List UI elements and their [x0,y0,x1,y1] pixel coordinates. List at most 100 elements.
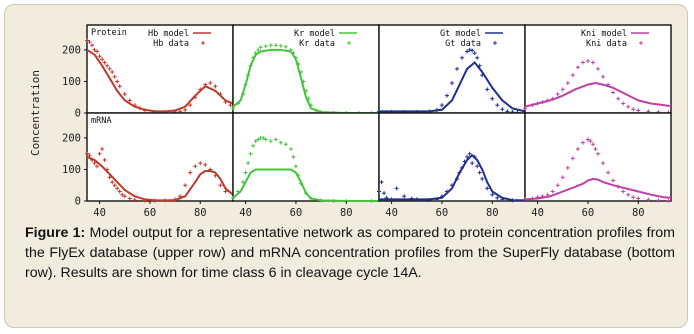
model-line [232,168,379,202]
data-point [472,154,477,159]
data-point [92,47,97,52]
panel-mrna-2 [231,112,380,203]
data-point [228,103,233,108]
data-point [472,51,477,56]
data-point [107,66,112,71]
data-point [218,183,223,188]
data-point [540,194,545,199]
x-tick-label: 60 [436,207,449,217]
data-point [178,194,183,199]
legend-data-swatch [639,41,643,45]
data-point [273,137,278,142]
legend-model-label: Kr model [294,29,335,39]
data-point [450,183,454,188]
data-point [231,195,235,200]
data-point [444,93,449,98]
data-point [475,164,480,169]
data-point [110,70,115,74]
data-point [283,44,288,49]
data-point [102,60,107,65]
data-point [117,84,122,89]
data-point [102,158,107,162]
data-point [256,47,261,52]
data-point [601,161,606,166]
data-point [183,107,188,112]
y-tick-label: 200 [62,132,81,144]
data-point [120,192,125,197]
panel-frame [86,112,234,202]
data-point [485,87,490,92]
data-point [283,142,288,147]
x-tick-label: 80 [340,207,353,217]
data-point [100,146,105,151]
data-point [188,103,193,108]
data-point [203,162,208,167]
data-point [616,96,621,101]
data-point [115,186,120,191]
data-point [87,40,92,45]
data-point [163,198,168,203]
data-point [606,82,611,87]
data-point [263,137,268,142]
caption-label: Figure 1: [25,225,86,241]
data-point [87,153,92,158]
data-point [92,161,97,166]
data-point [268,139,273,144]
model-line [524,177,672,201]
data-point [208,167,213,172]
x-tick-label: 80 [486,207,499,217]
data-point [470,161,475,166]
data-point [291,154,296,159]
data-point [545,192,550,197]
data-point [616,184,621,189]
data-point [248,63,253,68]
data-point [105,63,110,68]
data-point [278,140,283,145]
data-point [253,51,258,56]
data-point [394,186,399,191]
panel-frame [232,112,380,202]
data-point [110,180,115,185]
data-point [127,196,132,201]
data-point [241,180,246,185]
data-point [490,96,495,101]
data-point [467,47,472,52]
data-point [439,103,444,108]
y-axis-label: Concentration [29,70,42,156]
data-point [601,74,606,79]
data-point [427,198,432,203]
legend-data-label: Hb data [153,39,189,49]
data-point [575,146,580,151]
data-point [137,106,142,111]
data-point [470,48,475,53]
legend-model-label: Kni model [581,29,627,39]
row-label-protein: Protein [91,28,127,38]
figure-card: Hb model Hb data Kr model Kr data Gt model Gt… [4,4,688,328]
x-tick-label: 60 [290,207,303,217]
data-point [490,192,495,197]
data-point [193,164,198,169]
data-point [550,96,555,101]
data-point [465,154,470,159]
model-line [379,61,526,113]
x-tick-label: 40 [93,207,106,217]
panel-mrna-1 [85,112,234,203]
row-label-mrna: mRNA [91,116,111,126]
data-point [85,151,89,156]
data-point [95,49,100,54]
data-point [173,197,178,202]
data-point [545,98,550,103]
data-point [258,45,263,50]
data-point [369,199,374,203]
data-point [273,43,278,48]
data-point [188,170,193,175]
data-point [95,164,100,169]
data-point [465,49,470,54]
data-point [409,196,414,201]
data-point [606,170,611,175]
data-point [223,99,228,104]
y-tick-label: 100 [62,76,81,88]
data-point [475,55,480,60]
data-point [236,101,241,106]
